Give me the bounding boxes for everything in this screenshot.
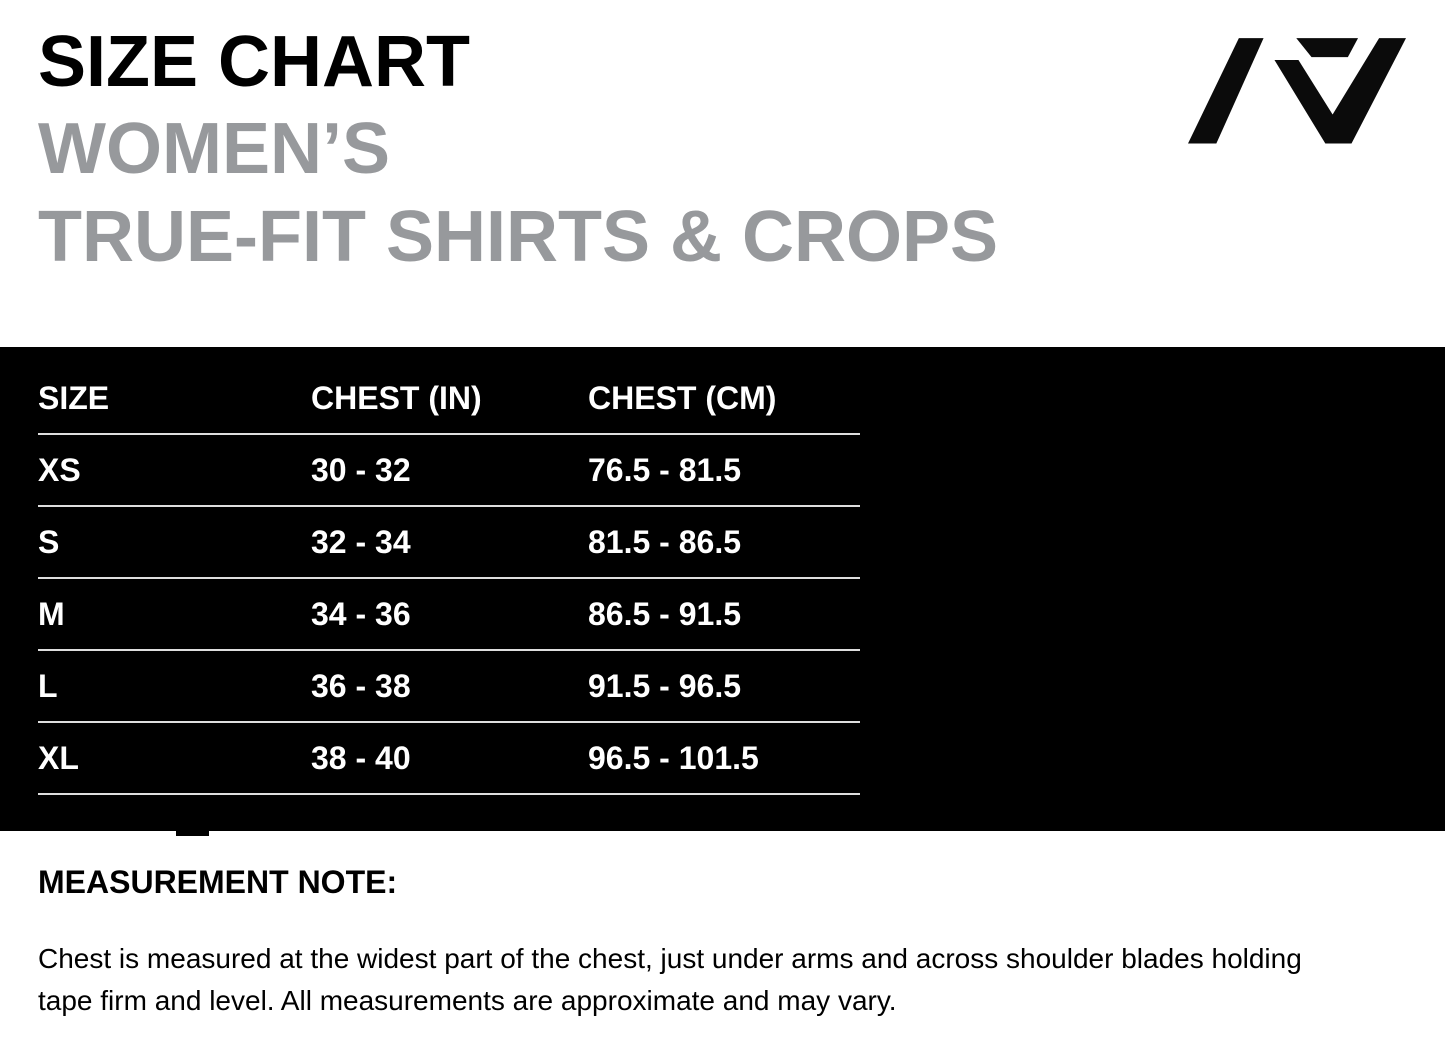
page-subtitle-gender: WOMEN’S	[38, 109, 390, 189]
cell-chest-in: 38 - 40	[311, 739, 411, 776]
cell-chest-in: 34 - 36	[311, 595, 411, 632]
measurement-note-heading: MEASUREMENT NOTE:	[38, 864, 398, 900]
size-table-panel	[0, 347, 1445, 831]
size-table-header-row: SIZE CHEST (IN) CHEST (CM)	[38, 347, 860, 435]
cell-size: L	[38, 667, 58, 704]
column-header-size: SIZE	[38, 380, 110, 416]
cell-size: XS	[38, 451, 81, 488]
cell-chest-cm: 91.5 - 96.5	[588, 667, 741, 704]
cell-chest-cm: 81.5 - 86.5	[588, 523, 741, 560]
page-title: SIZE CHART	[38, 22, 470, 102]
cell-chest-in: 32 - 34	[311, 523, 411, 560]
cell-size: XL	[38, 739, 79, 776]
panel-bottom-notch	[176, 831, 209, 836]
cell-chest-cm: 96.5 - 101.5	[588, 739, 759, 776]
measurement-note-body: Chest is measured at the widest part of …	[38, 938, 1302, 1022]
cell-chest-cm: 86.5 - 91.5	[588, 595, 741, 632]
column-header-chest-in: CHEST (IN)	[311, 380, 482, 416]
cell-chest-in: 36 - 38	[311, 667, 411, 704]
cell-chest-cm: 76.5 - 81.5	[588, 451, 741, 488]
table-row-s: S 32 - 34 81.5 - 86.5	[38, 507, 860, 579]
size-table: SIZE CHEST (IN) CHEST (CM) XS 30 - 32 76…	[38, 347, 860, 795]
cell-chest-in: 30 - 32	[311, 451, 411, 488]
cell-size: S	[38, 523, 60, 560]
measurement-note-line: Chest is measured at the widest part of …	[38, 943, 1302, 974]
table-row-xs: XS 30 - 32 76.5 - 81.5	[38, 435, 860, 507]
page-subtitle-product: TRUE-FIT SHIRTS & CROPS	[38, 197, 999, 277]
table-row-l: L 36 - 38 91.5 - 96.5	[38, 651, 860, 723]
cell-size: M	[38, 595, 65, 632]
table-row-xl: XL 38 - 40 96.5 - 101.5	[38, 723, 860, 795]
a7-logo-icon	[1188, 33, 1406, 148]
table-row-m: M 34 - 36 86.5 - 91.5	[38, 579, 860, 651]
measurement-note-line: tape firm and level. All measurements ar…	[38, 985, 897, 1016]
column-header-chest-cm: CHEST (CM)	[588, 380, 777, 416]
